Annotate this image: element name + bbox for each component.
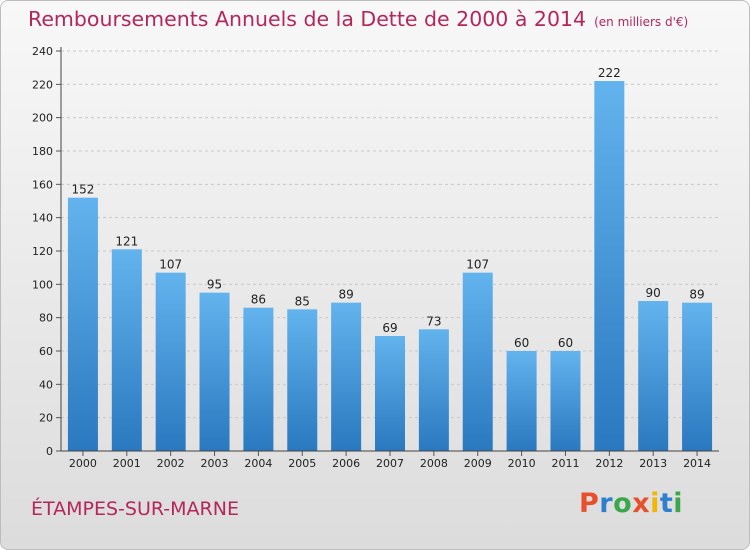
y-tick-label: 80 (39, 312, 53, 325)
proxiti-logo: Proxiti (579, 488, 683, 519)
logo-letter: i (673, 488, 684, 519)
y-tick-label: 60 (39, 345, 53, 358)
value-label-2004: 86 (251, 293, 266, 307)
value-label-2001: 121 (115, 234, 138, 248)
logo-letter: t (659, 488, 674, 519)
x-tick-label-2014: 2014 (683, 457, 711, 470)
logo-letter: P (579, 488, 600, 519)
bar-2006 (331, 302, 362, 451)
x-tick-label-2010: 2010 (508, 457, 536, 470)
value-label-2002: 107 (159, 258, 182, 272)
x-tick-label-2002: 2002 (157, 457, 185, 470)
bar-2013 (638, 301, 669, 451)
bar-2009 (462, 272, 493, 451)
logo-letter: o (613, 488, 633, 519)
x-tick-label-2001: 2001 (113, 457, 141, 470)
bar-2005 (287, 309, 318, 451)
value-label-2013: 90 (646, 286, 661, 300)
logo-letter: i (650, 488, 660, 519)
x-tick-label-2007: 2007 (376, 457, 404, 470)
x-tick-label-2004: 2004 (244, 457, 272, 470)
logo-letter: x (632, 488, 651, 519)
bar-2007 (375, 336, 405, 451)
bars: 152 121 107 95 86 85 89 69 73 107 60 60 222 90 89 (67, 66, 713, 451)
chart-title: Remboursements Annuels de la Dette de 20… (28, 7, 688, 31)
value-label-2010: 60 (514, 336, 529, 350)
logo-letter: r (599, 488, 614, 519)
x-tick-label-2008: 2008 (420, 457, 448, 470)
x-tick-label-2003: 2003 (201, 457, 229, 470)
bar-2000 (67, 197, 98, 451)
y-tick-label: 160 (32, 178, 53, 191)
value-label-2008: 73 (426, 314, 441, 328)
value-label-2012: 222 (598, 66, 621, 80)
chart-unit: (en milliers d'€) (594, 15, 689, 29)
value-label-2011: 60 (558, 336, 573, 350)
bar-2008 (418, 329, 449, 451)
x-tick-label-2011: 2011 (551, 457, 579, 470)
value-label-2000: 152 (71, 183, 94, 197)
bar-2011 (550, 351, 581, 451)
bar-2010 (506, 351, 537, 451)
value-label-2014: 89 (689, 288, 704, 302)
y-tick-label: 0 (46, 445, 53, 458)
axes: 0 20 40 60 80 100 120 140 160 180 200 220 240 2000 200… (32, 45, 719, 470)
y-tick-label: 40 (39, 378, 53, 391)
value-label-2006: 89 (338, 288, 353, 302)
x-tick-label-2013: 2013 (639, 457, 667, 470)
bar-2003 (199, 292, 230, 451)
y-tick-label: 220 (32, 78, 53, 91)
x-tick-label-2006: 2006 (332, 457, 360, 470)
place-name: ÉTAMPES-SUR-MARNE (31, 498, 239, 520)
bar-2012 (594, 81, 625, 451)
y-tick-label: 180 (32, 145, 53, 158)
y-tick-label: 120 (32, 245, 53, 258)
bar-2001 (111, 249, 142, 451)
value-label-2009: 107 (466, 258, 489, 272)
chart-title-text: Remboursements Annuels de la Dette de 20… (28, 7, 587, 31)
y-tick-label: 140 (32, 212, 53, 225)
y-tick-label: 20 (39, 412, 53, 425)
x-tick-label-2000: 2000 (69, 457, 97, 470)
y-tick-label: 200 (32, 112, 53, 125)
x-tick-label-2005: 2005 (288, 457, 316, 470)
value-label-2003: 95 (207, 278, 222, 292)
bar-2002 (155, 272, 186, 451)
y-tick-label: 240 (32, 45, 53, 58)
bar-2004 (243, 307, 274, 451)
y-tick-label: 100 (32, 278, 53, 291)
value-label-2005: 85 (295, 294, 310, 308)
value-label-2007: 69 (382, 321, 397, 335)
x-tick-label-2009: 2009 (464, 457, 492, 470)
x-tick-label-2012: 2012 (595, 457, 623, 470)
bar-2014 (682, 302, 713, 451)
